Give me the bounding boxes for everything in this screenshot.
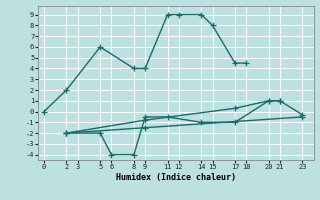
X-axis label: Humidex (Indice chaleur): Humidex (Indice chaleur) — [116, 173, 236, 182]
